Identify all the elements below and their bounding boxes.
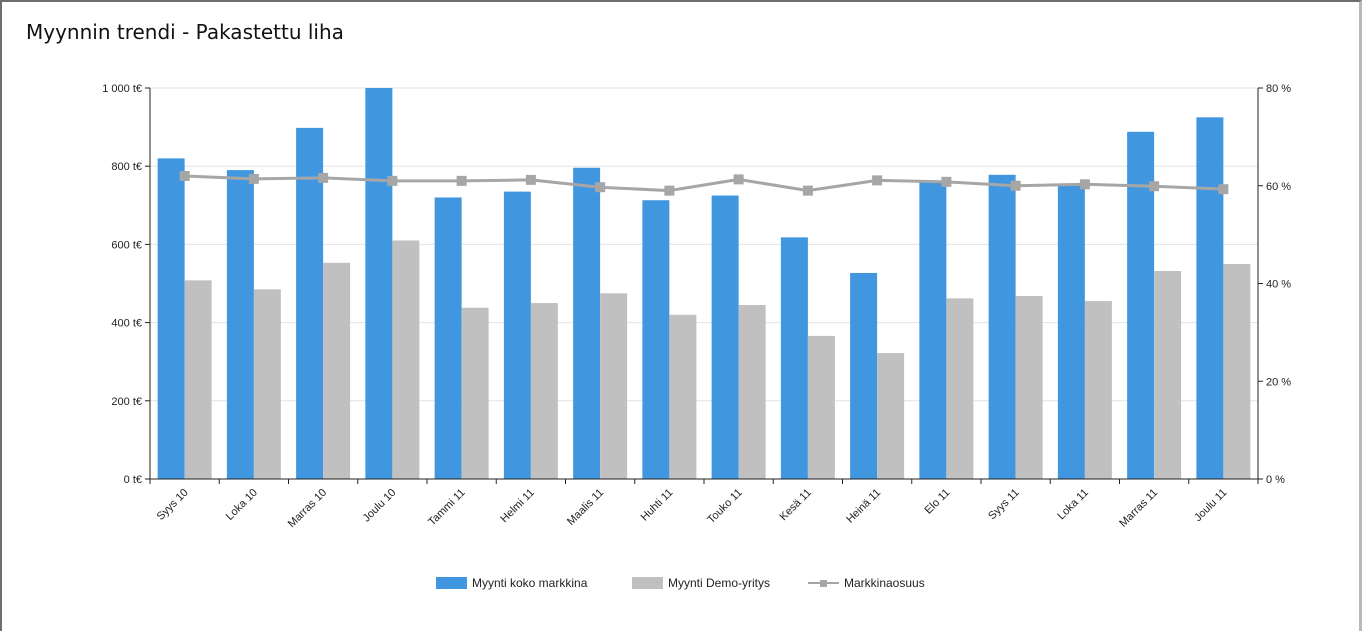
y-right-tick-label: 20 %	[1266, 376, 1291, 388]
chart-title: Myynnin trendi - Pakastettu liha	[26, 20, 344, 44]
x-tick-label: Kesä 11	[778, 487, 814, 523]
bar-market	[573, 167, 601, 479]
x-tick-label: Loka 11	[1055, 487, 1091, 523]
bar-company	[1223, 263, 1251, 479]
bar-company	[877, 353, 905, 479]
market-share-point	[664, 185, 675, 196]
x-tick-label: Touko 11	[705, 487, 744, 526]
market-share-point	[248, 173, 259, 184]
legend-swatch	[436, 577, 467, 589]
y-left-tick-label: 0 t€	[124, 474, 142, 486]
bar-company	[323, 262, 351, 479]
legend-label: Myynti Demo-yritys	[668, 576, 770, 590]
bar-market	[157, 158, 185, 479]
bar-market	[919, 181, 947, 479]
bar-company	[738, 305, 766, 479]
x-tick-label: Syys 11	[986, 487, 1022, 523]
y-right-tick-label: 0 %	[1266, 474, 1285, 486]
bar-company	[1084, 301, 1112, 479]
bar-market	[1196, 117, 1224, 479]
bars	[157, 88, 1251, 480]
bar-company	[669, 314, 697, 479]
x-tick-label: Tammi 11	[426, 487, 468, 529]
bar-company	[530, 303, 558, 479]
legend-label: Myynti koko markkina	[472, 576, 588, 590]
y-left-tick-label: 600 t€	[111, 239, 142, 251]
legend-swatch	[632, 577, 663, 589]
market-share-point	[802, 185, 813, 196]
legend-marker	[820, 580, 827, 587]
market-share-point	[733, 174, 744, 185]
bar-market	[850, 272, 878, 479]
legend-label: Markkinaosuus	[844, 576, 925, 590]
market-share-point	[1149, 181, 1160, 192]
x-tick-label: Joulu 11	[1192, 487, 1229, 524]
bar-market	[711, 195, 739, 479]
x-tick-label: Maalis 11	[565, 487, 606, 528]
bar-company	[807, 335, 835, 479]
market-share-point	[1218, 184, 1229, 195]
x-tick-label: Loka 10	[224, 487, 260, 523]
x-tick-label: Syys 10	[155, 487, 191, 523]
bar-company	[1015, 296, 1043, 479]
x-tick-label: Huhti 11	[639, 487, 676, 524]
bar-company	[184, 280, 212, 479]
y-right-tick-label: 80 %	[1266, 83, 1291, 95]
legend: Myynti koko markkina Myynti Demo-yritys Ma…	[436, 576, 925, 590]
bar-market	[365, 88, 393, 479]
y-left-tick-label: 400 t€	[111, 318, 142, 330]
y-right-tick-label: 40 %	[1266, 279, 1291, 291]
market-share-point	[941, 176, 952, 187]
bar-company	[392, 240, 420, 479]
market-share-point	[525, 174, 536, 185]
bar-company	[461, 307, 489, 479]
market-share-point	[387, 175, 398, 186]
y-right-tick-label: 60 %	[1266, 181, 1291, 193]
bar-market	[1057, 183, 1085, 480]
x-tick-label: Joulu 10	[361, 487, 399, 525]
bar-market	[642, 200, 670, 480]
market-share-point	[179, 170, 190, 181]
bar-market	[226, 170, 254, 480]
market-share-point	[1010, 180, 1021, 191]
bar-market	[780, 237, 808, 479]
x-tick-label: Elo 11	[923, 487, 953, 517]
x-tick-label: Marras 11	[1117, 487, 1160, 530]
market-share-point	[456, 175, 467, 186]
market-share-point	[872, 175, 883, 186]
bar-company	[253, 289, 281, 479]
bar-company	[600, 293, 628, 479]
y-left-tick-label: 200 t€	[111, 396, 142, 408]
market-share-point	[595, 182, 606, 193]
x-tick-label: Helmi 11	[498, 487, 537, 526]
bar-market	[988, 174, 1016, 479]
bar-market	[503, 191, 531, 480]
market-share-point	[1079, 179, 1090, 190]
bar-market	[434, 197, 462, 480]
bar-company	[1154, 270, 1182, 479]
x-tick-label: Heinä 11	[844, 487, 883, 526]
bar-company	[946, 298, 974, 479]
y-left-tick-label: 1 000 t€	[102, 83, 142, 95]
x-tick-label: Marras 10	[286, 487, 330, 531]
bar-market	[296, 127, 324, 479]
market-share-polyline	[184, 174, 1224, 193]
y-left-tick-label: 800 t€	[111, 161, 142, 173]
market-share-point	[318, 172, 329, 183]
market-share-line	[179, 170, 1229, 196]
